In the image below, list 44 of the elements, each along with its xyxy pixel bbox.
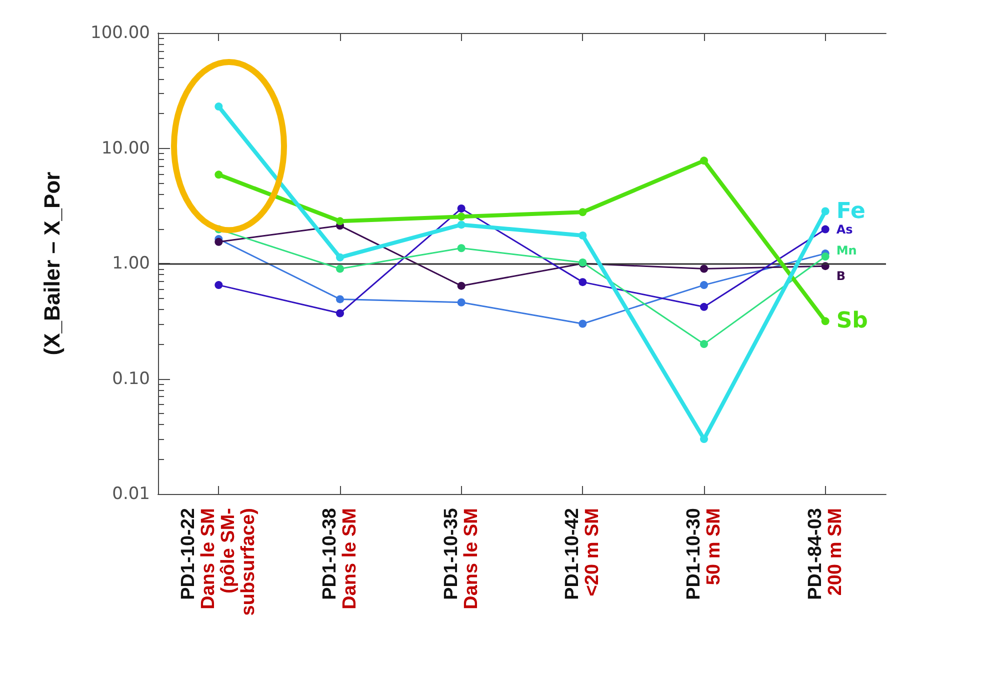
- point: [214, 102, 223, 111]
- y-tick-label: 0.10: [112, 368, 150, 389]
- point: [457, 204, 466, 213]
- point: [578, 208, 587, 216]
- series-label: Sb: [836, 308, 868, 334]
- series-label: Mn: [836, 244, 857, 258]
- y-tick-label: 10.00: [101, 138, 150, 158]
- x-tick-label: PD1-10-42 <20 m SM: [562, 508, 604, 600]
- x-tick-label: PD1-10-22 Dans le SM (pôle SM- subsurface): [178, 508, 260, 616]
- y-tick-label: 100.00: [90, 23, 150, 43]
- point: [214, 281, 223, 290]
- point: [700, 156, 708, 165]
- point: [700, 264, 708, 273]
- series-label: As: [836, 222, 853, 236]
- point: [214, 170, 223, 179]
- point: [821, 317, 830, 326]
- point: [700, 340, 708, 348]
- point: [457, 282, 466, 290]
- x-tick-label: PD1-10-30 50 m SM: [684, 508, 724, 600]
- series-label: Fe: [836, 198, 866, 224]
- point: [336, 253, 344, 262]
- point: [700, 281, 708, 290]
- point: [578, 278, 587, 286]
- point: [700, 302, 708, 311]
- point: [821, 207, 830, 216]
- point: [457, 244, 466, 252]
- y-tick-label: 1.00: [112, 254, 150, 274]
- point: [336, 217, 344, 226]
- x-tick-label: PD1-10-35 Dans le SM: [440, 508, 482, 610]
- point: [457, 220, 466, 229]
- series-label: B: [836, 269, 846, 284]
- point: [457, 298, 466, 306]
- point: [336, 264, 344, 273]
- point: [821, 252, 830, 260]
- point: [457, 212, 466, 221]
- point: [336, 295, 344, 304]
- y-tick-label: 0.01: [112, 484, 150, 504]
- point: [578, 320, 587, 328]
- x-tick-label: PD1-84-03 200 m SM: [804, 508, 846, 600]
- point: [336, 309, 344, 318]
- y-axis-title: (X_Bailer – X_Por: [40, 171, 64, 356]
- point: [578, 231, 587, 240]
- point: [214, 238, 223, 246]
- point: [821, 225, 830, 234]
